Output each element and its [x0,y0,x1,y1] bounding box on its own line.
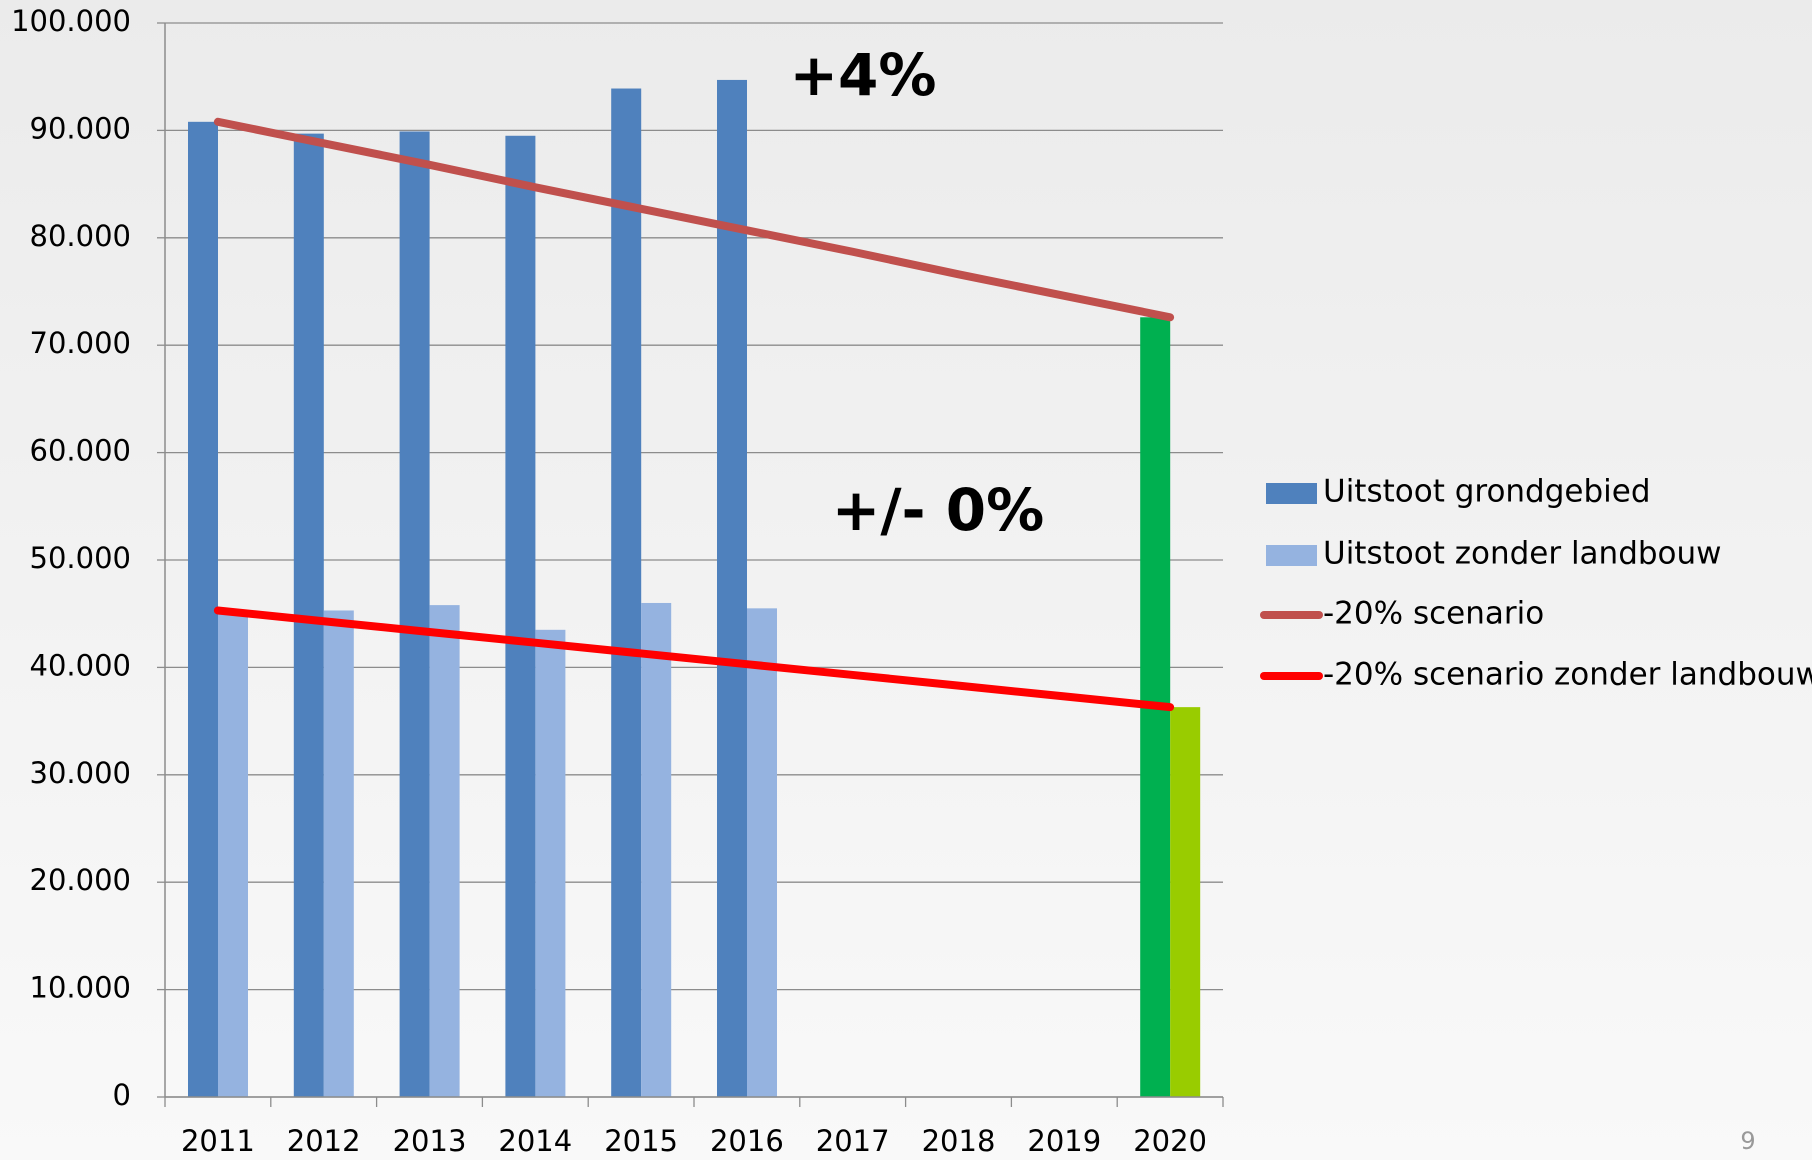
x-tick-label: 2016 [710,1124,784,1158]
y-tick-label: 20.000 [30,863,131,897]
legend-label: Uitstoot grondgebied [1323,474,1651,510]
x-tick-label: 2018 [922,1124,996,1158]
annotation: +/- 0% [832,476,1045,544]
x-tick-label: 2013 [393,1124,467,1158]
x-tick-label: 2012 [287,1124,361,1158]
legend-label: Uitstoot zonder landbouw [1323,536,1722,572]
bar [747,608,777,1097]
bar [505,135,536,1097]
x-tick-label: 2020 [1133,1124,1207,1158]
y-tick-label: 40.000 [30,648,131,682]
y-tick-label: 50.000 [30,541,131,575]
bar [641,602,672,1097]
legend-swatch [1266,545,1317,566]
line [213,606,1175,712]
page-number: 9 [1740,1127,1755,1155]
bar [717,79,747,1097]
x-tick-label: 2015 [604,1124,678,1158]
x-tick-label: 2019 [1027,1124,1101,1158]
bar [188,121,218,1098]
y-tick-label: 80.000 [30,219,131,253]
bar [323,610,354,1097]
bar [611,88,642,1098]
bar [1170,707,1201,1097]
annotation: +4% [789,41,936,109]
legend-label: -20% scenario zonder landbouw [1323,657,1812,693]
bar [535,629,566,1097]
y-tick-label: 30.000 [30,756,131,790]
y-tick-label: 100.000 [11,4,131,38]
legend-swatch [1266,483,1317,504]
bar [399,131,430,1097]
line [213,117,1175,322]
x-tick-label: 2011 [181,1124,255,1158]
bar [429,605,460,1097]
y-tick-label: 70.000 [30,326,131,360]
x-tick-label: 2014 [498,1124,572,1158]
y-tick-label: 10.000 [30,971,131,1005]
bar [218,613,248,1097]
y-tick-label: 60.000 [30,434,131,468]
y-tick-label: 0 [113,1078,131,1112]
legend-label: -20% scenario [1323,596,1544,632]
y-tick-label: 90.000 [30,111,131,145]
x-tick-label: 2017 [816,1124,890,1158]
